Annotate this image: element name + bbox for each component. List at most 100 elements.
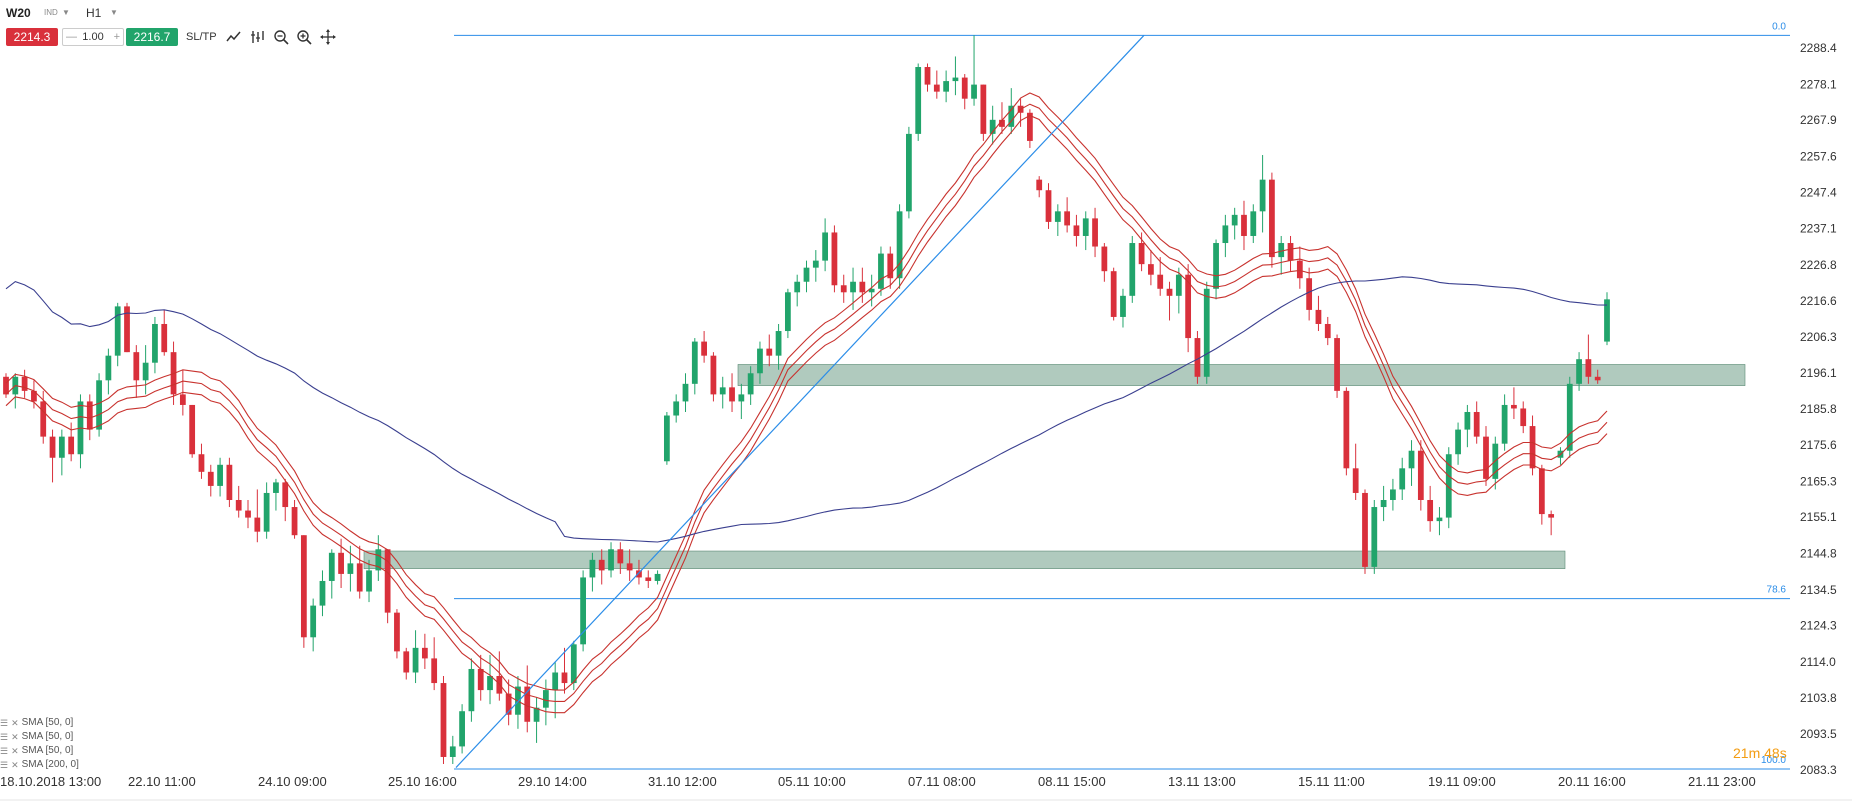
- legend-item[interactable]: ☰ ✕ SMA [200, 0]: [0, 758, 79, 772]
- sl-tp-button[interactable]: SL/TP: [186, 31, 217, 43]
- timeframe-chevron-down-icon[interactable]: ▼: [110, 8, 118, 17]
- candle-body: [505, 693, 512, 715]
- candle-body: [217, 464, 223, 486]
- zoom-out-icon[interactable]: [273, 29, 289, 45]
- settings-icon[interactable]: ☰: [0, 760, 9, 770]
- candle-body: [1092, 218, 1098, 247]
- zoom-in-icon[interactable]: [296, 29, 312, 45]
- candle-body: [1371, 507, 1378, 567]
- y-axis-tick-label: 2124.3: [1800, 619, 1837, 633]
- x-axis-tick-label: 07.11 08:00: [908, 774, 976, 789]
- candle-body: [124, 306, 130, 353]
- candle-body: [207, 471, 214, 486]
- candle-body: [1594, 376, 1601, 381]
- candle-body: [645, 577, 652, 581]
- symbol-label[interactable]: W20: [6, 6, 31, 20]
- candle-body: [189, 404, 196, 455]
- x-axis-tick-label: 05.11 10:00: [778, 774, 846, 789]
- candle-body: [617, 549, 624, 564]
- y-axis-tick-label: 2196.1: [1800, 366, 1837, 380]
- candle-body: [1436, 517, 1443, 522]
- candle-body: [1417, 450, 1424, 500]
- legend-item[interactable]: ☰ ✕ SMA [50, 0]: [0, 716, 79, 730]
- candle-body: [152, 323, 158, 363]
- timeframe-select[interactable]: H1: [86, 6, 102, 20]
- sma-200-line: [5, 276, 1608, 543]
- candle-body: [1008, 105, 1015, 127]
- indicators-icon[interactable]: [250, 29, 266, 45]
- y-axis-tick-label: 2206.3: [1800, 330, 1837, 344]
- fib-level-label: 0.0: [1772, 21, 1786, 32]
- y-axis-tick-label: 2114.0: [1800, 655, 1836, 669]
- candle-body: [1203, 288, 1210, 377]
- settings-icon[interactable]: ☰: [0, 718, 9, 728]
- sma-50-line: [5, 114, 1608, 714]
- candle-body: [1324, 323, 1331, 339]
- candle-body: [1278, 243, 1285, 258]
- candle-body: [282, 482, 289, 508]
- quantity-stepper[interactable]: — 1.00 +: [62, 28, 124, 46]
- y-axis-tick-label: 2216.6: [1800, 294, 1837, 308]
- candle-body: [3, 376, 9, 395]
- candle-body: [1185, 274, 1192, 339]
- minus-icon[interactable]: —: [66, 31, 77, 43]
- candle-body: [850, 281, 856, 293]
- candle-body: [999, 119, 1005, 127]
- legend-label: SMA [50, 0]: [21, 731, 74, 742]
- quantity-value[interactable]: 1.00: [82, 31, 104, 43]
- candle-body: [701, 341, 707, 356]
- chart-type-icon[interactable]: [226, 29, 242, 45]
- candle-body: [580, 577, 586, 645]
- candle-body: [300, 535, 307, 638]
- symbol-chevron-down-icon[interactable]: ▼: [62, 8, 70, 17]
- candle-body: [440, 683, 447, 757]
- candle-body: [738, 394, 745, 402]
- close-icon[interactable]: ✕: [11, 732, 19, 742]
- candle-body: [1548, 514, 1555, 518]
- support-resistance-zone: [363, 550, 1566, 569]
- settings-icon[interactable]: ☰: [0, 746, 9, 756]
- candle-body: [794, 281, 801, 293]
- x-axis-tick-label: 20.11 16:00: [1558, 774, 1626, 789]
- candle-body: [1511, 404, 1517, 409]
- settings-icon[interactable]: ☰: [0, 732, 9, 742]
- close-icon[interactable]: ✕: [11, 718, 19, 728]
- candle-body: [338, 552, 344, 574]
- candle-body: [1296, 260, 1303, 279]
- fib-level-label: 78.6: [1767, 585, 1787, 596]
- candle-body: [21, 376, 28, 391]
- trendline: [455, 34, 1145, 768]
- crosshair-icon[interactable]: [320, 29, 336, 45]
- candle-body: [31, 390, 37, 402]
- close-icon[interactable]: ✕: [11, 760, 19, 770]
- candle-body: [1501, 404, 1508, 444]
- y-axis-tick-label: 2175.6: [1800, 438, 1837, 452]
- candle-body: [198, 454, 205, 472]
- sell-button[interactable]: 2214.3: [6, 28, 58, 46]
- candle-body: [710, 355, 717, 395]
- candle-body: [394, 612, 400, 652]
- candle-body: [49, 436, 56, 458]
- candle-body: [887, 253, 894, 279]
- candle-body: [1148, 264, 1154, 275]
- x-axis-tick-label: 31.10 12:00: [648, 774, 717, 789]
- legend-item[interactable]: ☰ ✕ SMA [50, 0]: [0, 744, 79, 758]
- candle-body: [1073, 225, 1080, 236]
- candle-body: [971, 84, 977, 99]
- candle-body: [1455, 429, 1461, 455]
- x-axis-tick-label: 24.10 09:00: [258, 774, 327, 789]
- candle-body: [310, 605, 317, 638]
- y-axis-tick-label: 2083.3: [1800, 763, 1837, 777]
- candle-body: [1445, 454, 1452, 518]
- candle-body: [1064, 211, 1071, 226]
- candle-body: [291, 507, 298, 536]
- y-axis-tick-label: 2288.4: [1800, 41, 1837, 55]
- candle-body: [1352, 468, 1359, 493]
- candle-body: [1194, 338, 1201, 377]
- plus-icon[interactable]: +: [113, 31, 120, 43]
- candle-body: [1315, 309, 1322, 324]
- legend-item[interactable]: ☰ ✕ SMA [50, 0]: [0, 730, 79, 744]
- close-icon[interactable]: ✕: [11, 746, 19, 756]
- buy-button[interactable]: 2216.7: [126, 28, 178, 46]
